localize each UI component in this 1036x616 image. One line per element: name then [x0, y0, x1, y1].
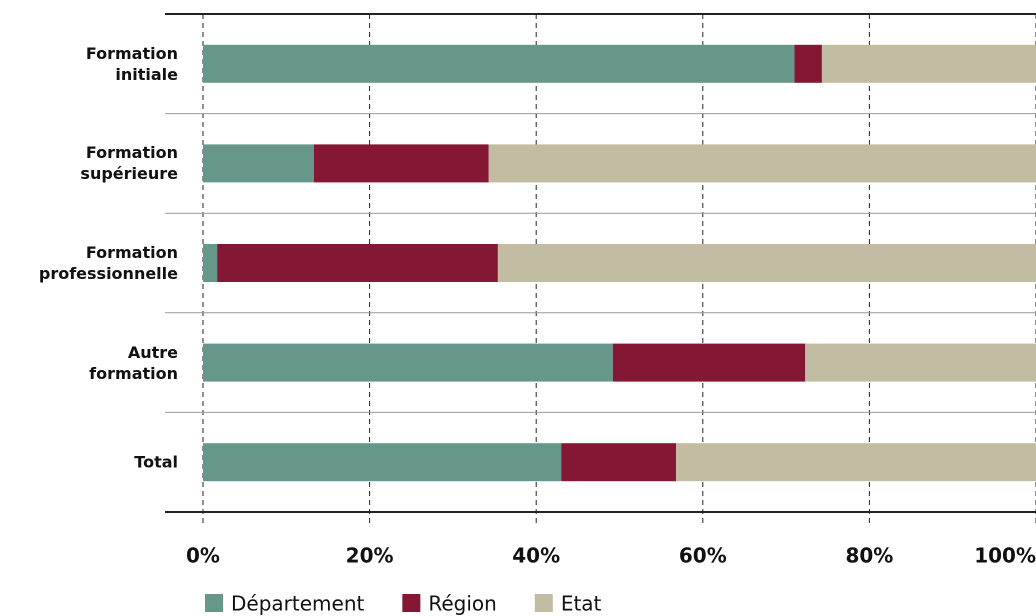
- bar-segment: [203, 343, 613, 382]
- bar-segment: [313, 144, 489, 183]
- bar-segment: [203, 144, 314, 183]
- bar-segment: [488, 144, 1036, 183]
- category-label: Formation professionnelle: [38, 243, 178, 283]
- category-label: Formation supérieure: [80, 143, 178, 184]
- category-label: Formation initiale: [85, 43, 178, 84]
- x-tick-label: 60%: [679, 544, 727, 568]
- bar-segment: [805, 343, 1036, 382]
- x-tick-label: 100%: [974, 544, 1036, 568]
- bar-segment: [794, 44, 822, 83]
- x-tick-label: 80%: [845, 544, 893, 568]
- legend-swatch: [205, 594, 223, 612]
- bar-segment: [612, 343, 806, 382]
- bar-segment: [203, 443, 562, 482]
- category-label: Total: [134, 452, 178, 472]
- bar-segment: [203, 44, 795, 83]
- bar-segment: [497, 244, 1036, 282]
- legend-label: Département: [231, 592, 364, 616]
- bar-segment: [676, 443, 1036, 482]
- legend-label: Région: [428, 592, 496, 616]
- x-tick-label: 40%: [512, 544, 560, 568]
- legend-label: Etat: [561, 592, 602, 616]
- category-label: Autre formation: [89, 342, 178, 383]
- legend-swatch: [402, 594, 421, 612]
- x-tick-label: 20%: [346, 544, 394, 568]
- bar-segment: [217, 244, 498, 282]
- bar-segment: [203, 244, 218, 282]
- x-tick-label: 0%: [186, 544, 220, 568]
- bar-segment: [561, 443, 677, 482]
- legend-swatch: [534, 594, 553, 612]
- bar-segment: [821, 44, 1036, 83]
